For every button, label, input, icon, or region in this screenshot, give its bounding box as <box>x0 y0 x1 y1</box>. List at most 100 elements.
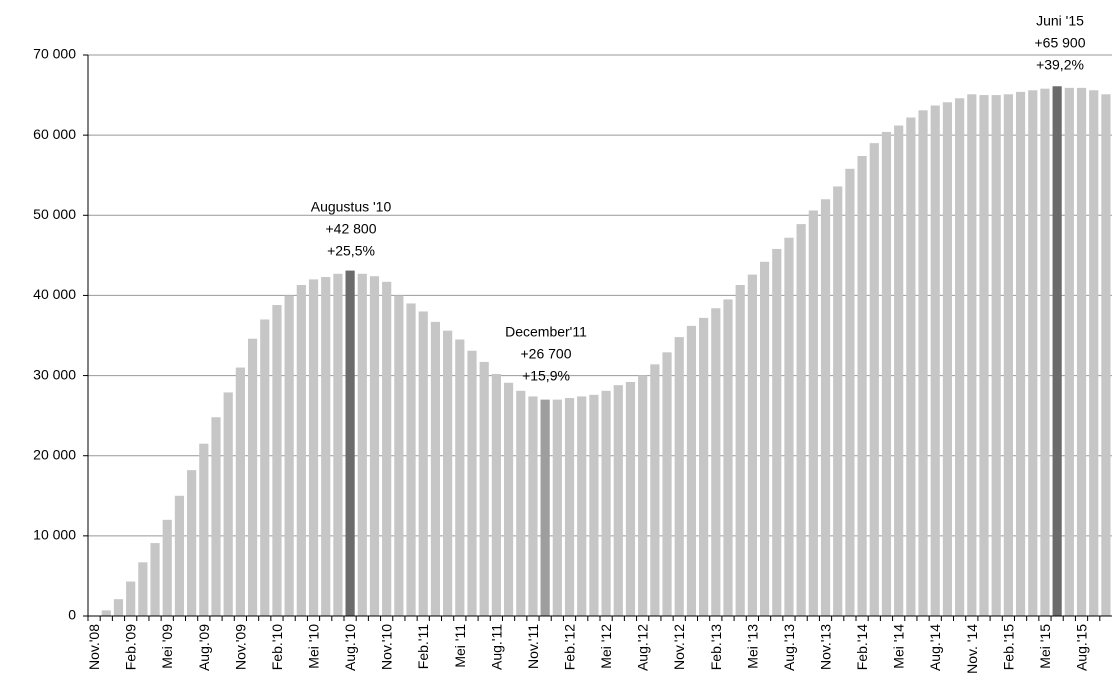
bar <box>650 364 660 616</box>
y-tick-label: 60 000 <box>33 126 76 142</box>
x-tick-label: Feb.'13 <box>708 624 724 670</box>
bar <box>430 321 441 616</box>
annotation: Augustus '10 <box>311 199 392 215</box>
x-tick-label: Feb.'11 <box>415 624 431 669</box>
y-tick-label: 20 000 <box>33 446 76 462</box>
bar <box>1040 88 1050 616</box>
x-tick-label: Nov.'10 <box>379 624 395 670</box>
bar <box>979 95 989 617</box>
bar <box>674 337 684 616</box>
bar <box>991 95 1001 617</box>
bar <box>881 131 892 617</box>
bar <box>796 224 806 616</box>
bar <box>1076 87 1087 616</box>
bar <box>699 317 709 616</box>
bar <box>784 237 794 616</box>
x-tick-label: Nov.'08 <box>86 624 102 670</box>
annotation: +65 900 <box>1035 35 1086 51</box>
bar <box>357 273 367 616</box>
bar <box>467 350 477 616</box>
bar <box>930 105 940 617</box>
annotation: +26 700 <box>521 346 572 362</box>
bar <box>333 273 343 616</box>
bar <box>247 338 258 616</box>
bar <box>308 279 319 616</box>
bar <box>101 610 111 616</box>
bar <box>723 299 733 616</box>
x-tick-label: Nov.'09 <box>232 624 248 670</box>
bar <box>113 599 124 616</box>
bar <box>382 281 392 616</box>
bar <box>906 117 916 617</box>
bar <box>589 394 599 616</box>
bar <box>418 311 428 616</box>
x-tick-label: Mei '11 <box>452 624 468 668</box>
bar <box>711 308 721 616</box>
bar <box>394 295 404 616</box>
bar <box>138 562 148 616</box>
bar <box>455 339 465 616</box>
bar <box>1052 86 1062 616</box>
bar <box>967 94 977 616</box>
x-tick-label: Mei '12 <box>598 624 614 669</box>
bar <box>1101 94 1111 616</box>
bar <box>808 210 818 616</box>
x-tick-label: Aug.'15 <box>1074 624 1090 671</box>
bar <box>869 143 879 616</box>
bar <box>296 285 306 616</box>
x-tick-label: Feb.'10 <box>269 624 285 670</box>
annotation: +25,5% <box>327 243 375 259</box>
bar <box>1003 94 1013 616</box>
bar <box>820 199 831 616</box>
bar <box>564 398 575 616</box>
bar <box>1089 90 1099 616</box>
bar <box>601 390 611 616</box>
y-tick-label: 70 000 <box>33 46 76 62</box>
bar <box>150 543 160 616</box>
bar <box>491 373 501 616</box>
annotation: +42 800 <box>326 221 377 237</box>
bar <box>516 390 526 616</box>
x-tick-label: Feb.'15 <box>1000 624 1016 670</box>
y-tick-label: 50 000 <box>33 206 76 222</box>
x-tick-label: Mei '09 <box>159 624 175 669</box>
bar <box>223 392 233 616</box>
x-tick-label: Nov.'11 <box>525 624 541 669</box>
x-tick-label: Nov. '14 <box>964 624 980 674</box>
bar <box>1064 87 1074 616</box>
x-tick-label: Mei '14 <box>891 624 907 669</box>
bar <box>686 325 697 616</box>
bar <box>211 417 221 616</box>
bar <box>272 305 282 616</box>
x-tick-label: Aug.'13 <box>781 624 797 671</box>
x-tick-label: Feb.'12 <box>562 624 578 670</box>
bar <box>772 248 782 616</box>
bar <box>369 276 380 616</box>
annotation: Juni '15 <box>1036 13 1084 29</box>
bar <box>613 385 623 616</box>
bar <box>759 261 770 616</box>
bar <box>942 102 953 616</box>
x-tick-label: Mei '15 <box>1037 624 1053 669</box>
bar <box>162 519 172 616</box>
bar <box>577 396 587 616</box>
bar <box>126 581 136 616</box>
bar <box>747 274 757 616</box>
bar <box>199 443 209 616</box>
x-tick-label: Aug.'11 <box>488 624 504 670</box>
bar <box>406 303 416 616</box>
bar <box>894 125 904 617</box>
bar <box>552 399 562 616</box>
y-tick-label: 10 000 <box>33 527 76 543</box>
y-tick-label: 40 000 <box>33 286 76 302</box>
bar <box>443 330 453 616</box>
x-tick-label: Aug.'14 <box>927 624 943 671</box>
x-tick-label: Nov.'13 <box>818 624 834 670</box>
bar <box>174 495 185 616</box>
x-tick-label: Mei '10 <box>306 624 322 669</box>
bar <box>662 352 672 616</box>
bar <box>1015 91 1026 616</box>
x-tick-label: Aug.'10 <box>342 624 358 671</box>
bar <box>187 470 197 616</box>
